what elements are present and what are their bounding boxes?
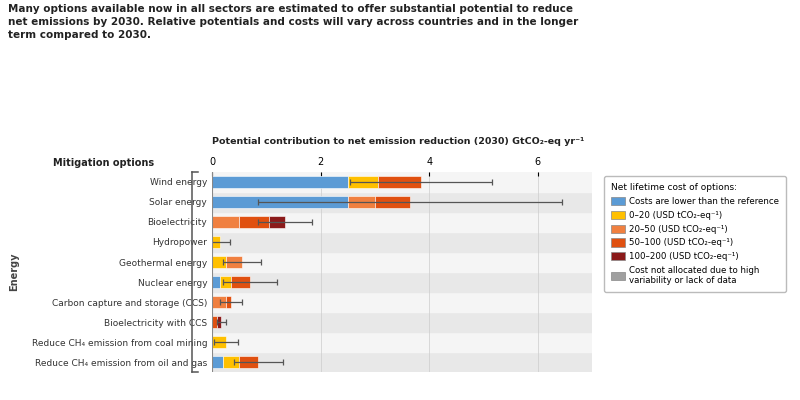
Text: Many options available now in all sectors are estimated to offer substantial pot: Many options available now in all sector… bbox=[8, 4, 578, 40]
Bar bbox=[212, 316, 218, 328]
Bar bbox=[212, 172, 592, 192]
Bar bbox=[212, 232, 592, 252]
Bar bbox=[212, 256, 226, 268]
Bar bbox=[223, 356, 239, 368]
Bar bbox=[375, 196, 410, 208]
Bar bbox=[218, 316, 222, 328]
Bar bbox=[212, 332, 592, 352]
Text: Energy: Energy bbox=[10, 253, 19, 291]
Bar bbox=[226, 256, 242, 268]
Bar bbox=[212, 252, 592, 272]
Bar bbox=[212, 296, 226, 308]
Bar bbox=[231, 276, 250, 288]
Bar bbox=[212, 312, 592, 332]
Bar bbox=[348, 196, 375, 208]
Text: Mitigation options: Mitigation options bbox=[54, 158, 154, 168]
Bar bbox=[212, 196, 348, 208]
Bar bbox=[212, 352, 592, 372]
Text: Potential contribution to net emission reduction (2030) GtCO₂-eq yr⁻¹: Potential contribution to net emission r… bbox=[212, 137, 584, 146]
Bar bbox=[212, 276, 220, 288]
Bar bbox=[239, 356, 258, 368]
Bar bbox=[212, 336, 226, 348]
Bar bbox=[212, 176, 348, 188]
Bar bbox=[220, 276, 231, 288]
Bar bbox=[348, 176, 378, 188]
Bar bbox=[226, 296, 231, 308]
Bar bbox=[212, 216, 239, 228]
Bar bbox=[378, 176, 421, 188]
Bar bbox=[269, 216, 286, 228]
Bar bbox=[212, 212, 592, 232]
Bar bbox=[239, 216, 269, 228]
Legend: Costs are lower than the reference, 0–20 (USD tCO₂-eq⁻¹), 20–50 (USD tCO₂-eq⁻¹),: Costs are lower than the reference, 0–20… bbox=[604, 176, 786, 292]
Bar bbox=[212, 272, 592, 292]
Bar bbox=[212, 292, 592, 312]
Bar bbox=[212, 356, 223, 368]
Bar bbox=[212, 236, 220, 248]
Bar bbox=[212, 192, 592, 212]
